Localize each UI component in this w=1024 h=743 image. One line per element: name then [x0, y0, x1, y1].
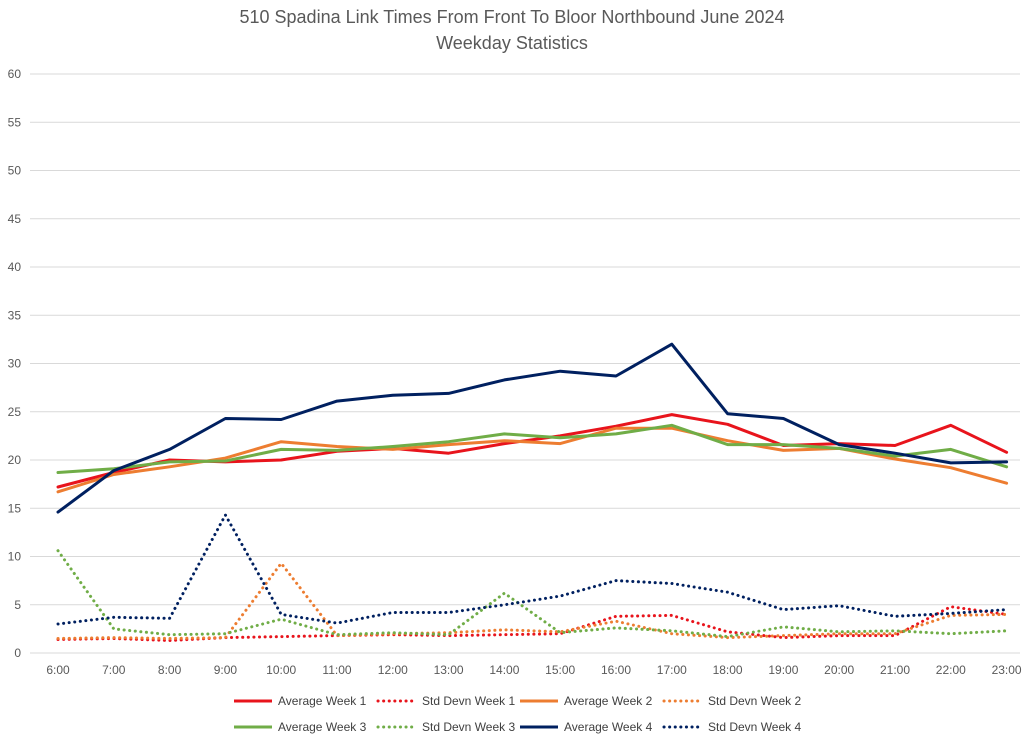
- legend-item-average-week-3: Average Week 3: [234, 720, 367, 734]
- y-tick-label: 20: [8, 453, 22, 467]
- y-tick-label: 40: [8, 260, 22, 274]
- gridlines: [30, 73, 1020, 654]
- series-line-average-week-4: [56, 342, 1009, 514]
- series-line-average-week-3: [56, 423, 1009, 474]
- y-tick-label: 10: [8, 550, 22, 564]
- legend-label: Average Week 1: [278, 694, 367, 708]
- y-tick-label: 50: [8, 164, 22, 178]
- x-tick-label: 23:00: [992, 663, 1022, 677]
- legend-item-average-week-4: Average Week 4: [520, 720, 653, 734]
- x-tick-label: 15:00: [545, 663, 575, 677]
- x-tick-label: 12:00: [378, 663, 408, 677]
- x-tick-label: 6:00: [46, 663, 70, 677]
- series-line-std-devn-week-2: [56, 561, 1009, 640]
- x-tick-label: 9:00: [214, 663, 238, 677]
- legend-label: Std Devn Week 1: [422, 694, 515, 708]
- x-tick-label: 18:00: [713, 663, 743, 677]
- legend-label: Std Devn Week 2: [708, 694, 801, 708]
- legend-item-std-devn-week-4: Std Devn Week 4: [662, 720, 801, 734]
- x-tick-label: 8:00: [158, 663, 182, 677]
- x-tick-label: 10:00: [266, 663, 296, 677]
- legend-label: Average Week 3: [278, 720, 367, 734]
- x-tick-label: 14:00: [489, 663, 519, 677]
- x-tick-label: 19:00: [768, 663, 798, 677]
- legend-label: Average Week 4: [564, 720, 653, 734]
- legend-label: Std Devn Week 3: [422, 720, 515, 734]
- legend: Average Week 1 Std Devn Week 1 Average Wee…: [234, 694, 801, 734]
- series-lines: [56, 342, 1009, 642]
- x-tick-label: 16:00: [601, 663, 631, 677]
- x-tick-label: 22:00: [936, 663, 966, 677]
- legend-label: Std Devn Week 4: [708, 720, 801, 734]
- y-tick-label: 60: [8, 67, 22, 81]
- x-tick-label: 21:00: [880, 663, 910, 677]
- series-line-std-devn-week-4: [56, 513, 1009, 626]
- y-tick-label: 35: [8, 308, 22, 322]
- y-tick-label: 25: [8, 405, 22, 419]
- legend-item-std-devn-week-1: Std Devn Week 1: [376, 694, 515, 708]
- series-line-std-devn-week-3: [56, 549, 1009, 639]
- chart-subtitle: Weekday Statistics: [436, 33, 588, 53]
- x-tick-label: 20:00: [824, 663, 854, 677]
- legend-item-std-devn-week-2: Std Devn Week 2: [662, 694, 801, 708]
- y-tick-label: 0: [14, 646, 21, 660]
- y-tick-label: 45: [8, 212, 22, 226]
- x-tick-label: 13:00: [434, 663, 464, 677]
- y-tick-label: 55: [8, 115, 22, 129]
- y-tick-label: 5: [14, 598, 21, 612]
- x-tick-label: 7:00: [102, 663, 126, 677]
- x-axis-ticks: 6:00 7:00 8:00 9:00 10:00 11:00 12:00 13:00 14:0…: [46, 663, 1022, 677]
- y-tick-label: 30: [8, 357, 22, 371]
- chart-title: 510 Spadina Link Times From Front To Blo…: [240, 7, 785, 27]
- legend-label: Average Week 2: [564, 694, 653, 708]
- legend-item-average-week-2: Average Week 2: [520, 694, 653, 708]
- legend-item-std-devn-week-3: Std Devn Week 3: [376, 720, 515, 734]
- x-tick-label: 17:00: [657, 663, 687, 677]
- legend-item-average-week-1: Average Week 1: [234, 694, 367, 708]
- y-tick-label: 15: [8, 501, 22, 515]
- y-axis-ticks: 0 5 10 15 20 25 30 35 40 45 50 55 60: [8, 67, 22, 660]
- x-tick-label: 11:00: [322, 663, 351, 677]
